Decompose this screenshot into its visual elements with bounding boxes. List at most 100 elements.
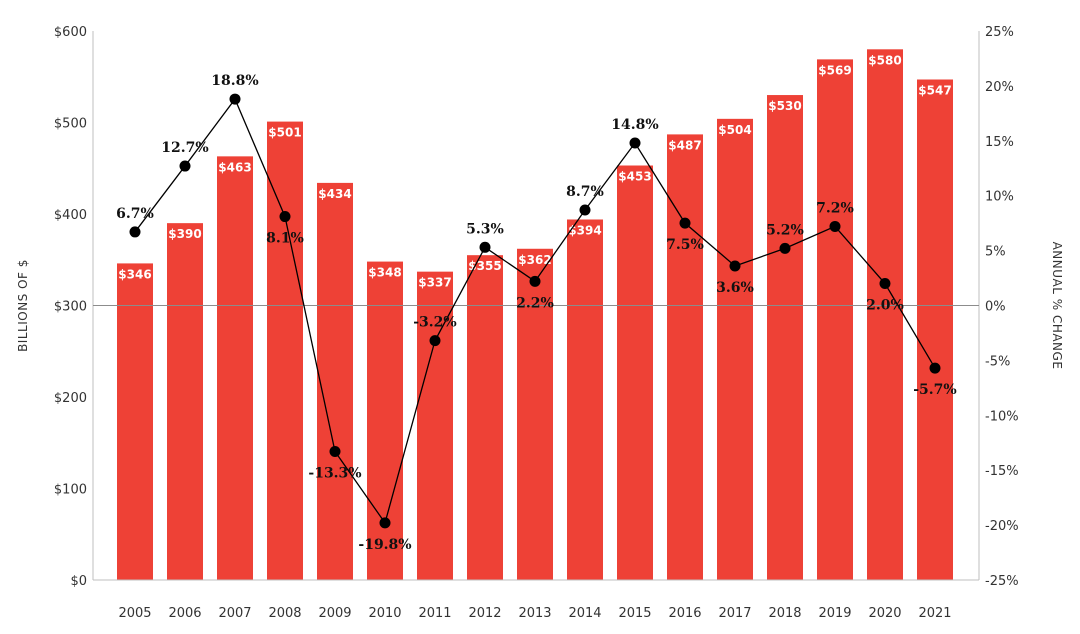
bar-value-label: $394 — [568, 223, 601, 237]
percent-change-label: -3.2% — [413, 315, 456, 331]
y2-tick-label: 25% — [985, 25, 1014, 40]
bar-2011 — [417, 271, 453, 580]
y2-tick-label: 0% — [985, 300, 1006, 315]
annual-change-point-2008 — [279, 211, 291, 223]
bar-value-label: $580 — [868, 53, 901, 67]
x-tick-label: 2011 — [418, 606, 451, 621]
annual-change-point-2010 — [379, 517, 391, 529]
bar-value-label: $530 — [768, 99, 801, 113]
bar-2015 — [617, 165, 653, 580]
y-tick-label: $0 — [70, 574, 87, 589]
x-tick-label: 2006 — [168, 606, 201, 621]
x-tick-label: 2017 — [718, 606, 751, 621]
annual-change-point-2017 — [729, 260, 741, 272]
bar-2019 — [817, 59, 853, 581]
percent-change-label: 6.7% — [116, 206, 154, 222]
bar-2014 — [567, 219, 603, 581]
bar-2020 — [867, 49, 903, 581]
annual-change-point-2011 — [429, 335, 441, 347]
percent-change-label: 2.0% — [866, 298, 904, 314]
x-tick-label: 2012 — [468, 606, 501, 621]
y-tick-label: $600 — [54, 25, 87, 40]
bar-value-label: $453 — [618, 170, 651, 184]
y2-tick-label: -10% — [985, 409, 1019, 424]
bar-value-label: $434 — [318, 187, 351, 201]
y-tick-label: $300 — [54, 300, 87, 315]
annual-change-point-2009 — [329, 446, 341, 458]
annual-change-point-2016 — [679, 217, 691, 229]
x-tick-label: 2021 — [918, 606, 951, 621]
bar-2021 — [917, 79, 953, 581]
y-axis-title: BILLIONS OF $ — [16, 259, 30, 352]
y2-tick-label: -15% — [985, 464, 1019, 479]
y2-tick-label: 20% — [985, 80, 1014, 95]
percent-change-label: 2.2% — [516, 295, 554, 311]
percent-change-label: 5.2% — [766, 222, 804, 238]
bar-2016 — [667, 134, 703, 580]
x-tick-label: 2015 — [618, 606, 651, 621]
bar-value-label: $569 — [818, 63, 851, 77]
annual-change-point-2021 — [929, 362, 941, 374]
y-tick-label: $500 — [54, 117, 87, 132]
y2-tick-label: 10% — [985, 190, 1014, 205]
y2-tick-label: -5% — [985, 354, 1010, 369]
percent-change-label: -5.7% — [913, 382, 956, 398]
percent-change-label: 7.5% — [666, 237, 704, 253]
annual-change-point-2006 — [179, 160, 191, 172]
percent-change-label: -19.8% — [358, 537, 411, 553]
x-tick-label: 2018 — [768, 606, 801, 621]
bar-2012 — [467, 255, 503, 581]
bar-value-label: $362 — [518, 253, 551, 267]
x-tick-label: 2007 — [218, 606, 251, 621]
x-tick-label: 2016 — [668, 606, 701, 621]
x-tick-label: 2020 — [868, 606, 901, 621]
bar-value-label: $504 — [718, 123, 751, 137]
percent-change-label: 7.2% — [816, 200, 854, 216]
y-tick-label: $400 — [54, 208, 87, 223]
bar-value-label: $346 — [118, 267, 151, 281]
bar-2017 — [717, 118, 753, 580]
percent-change-label: 12.7% — [161, 140, 208, 156]
bar-value-label: $487 — [668, 138, 701, 152]
percent-change-label: 14.8% — [611, 117, 658, 133]
y2-axis-title: ANNUAL % CHANGE — [1050, 242, 1064, 370]
x-tick-label: 2005 — [118, 606, 151, 621]
bar-2006 — [167, 223, 203, 580]
annual-change-point-2015 — [629, 137, 641, 149]
bar-value-label: $348 — [368, 266, 401, 280]
annual-change-point-2019 — [829, 220, 841, 232]
bar-value-label: $501 — [268, 126, 301, 140]
bar-2008 — [267, 121, 303, 581]
percent-change-label: 5.3% — [466, 221, 504, 237]
bar-2009 — [317, 182, 353, 580]
x-tick-label: 2013 — [518, 606, 551, 621]
bar-2013 — [517, 248, 553, 580]
y-tick-label: $200 — [54, 391, 87, 406]
bar-value-label: $355 — [468, 259, 501, 273]
y-tick-label: $100 — [54, 483, 87, 498]
bar-2007 — [217, 156, 253, 581]
y2-tick-label: 15% — [985, 135, 1014, 150]
bar-value-label: $390 — [168, 227, 201, 241]
annual-change-point-2005 — [129, 226, 141, 238]
x-tick-label: 2019 — [818, 606, 851, 621]
percent-change-label: 8.1% — [266, 231, 304, 247]
annual-change-point-2013 — [529, 275, 541, 287]
percent-change-label: 18.8% — [211, 73, 258, 89]
annual-change-point-2014 — [579, 204, 591, 216]
x-tick-label: 2010 — [368, 606, 401, 621]
x-tick-label: 2014 — [568, 606, 601, 621]
bar-value-label: $463 — [218, 160, 251, 174]
y2-tick-label: 5% — [985, 245, 1006, 260]
annual-change-point-2012 — [479, 241, 491, 253]
bar-2018 — [767, 95, 803, 581]
annual-change-point-2018 — [779, 242, 791, 254]
annual-change-point-2007 — [229, 93, 241, 105]
percent-change-label: -13.3% — [308, 466, 361, 482]
x-tick-label: 2008 — [268, 606, 301, 621]
percent-change-label: 3.6% — [716, 280, 754, 296]
bar-2010 — [367, 261, 403, 580]
x-tick-label: 2009 — [318, 606, 351, 621]
percent-change-label: 8.7% — [566, 184, 604, 200]
